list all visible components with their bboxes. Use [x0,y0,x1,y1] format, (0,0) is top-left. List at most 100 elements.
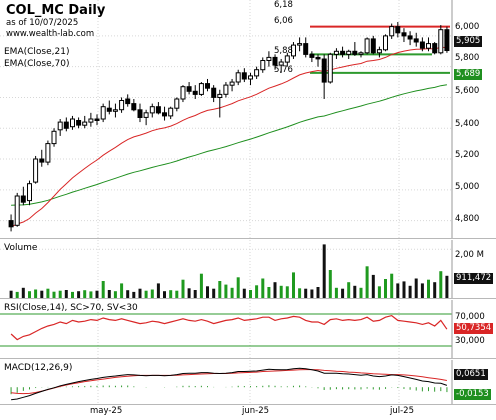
candle-body-50 [315,56,321,60]
volume-bar-66 [414,278,418,298]
volume-bar-44 [279,285,283,298]
macd-line [11,367,448,401]
rsi-line [10,314,448,341]
candle-body-67 [419,41,425,49]
candle-body-32 [205,83,210,89]
volume-bar-9 [64,290,68,298]
candle-body-5 [39,158,45,163]
volume-bar-69 [433,282,437,298]
candle-body-48 [303,43,309,55]
volume-bar-63 [396,283,400,298]
candle-body-61 [383,35,388,51]
candle-body-52 [327,53,333,83]
candle-body-21 [137,109,143,119]
candle-body-65 [407,35,413,40]
volume-bar-45 [285,286,289,298]
candle-body-51 [321,58,327,83]
volume-bar-6 [46,288,50,298]
candle-body-36 [229,81,235,86]
level-label-588: 5,88 [274,46,293,56]
volume-bar-36 [230,287,234,298]
level-label-576: 5,76 [274,65,293,75]
volume-bar-53 [334,287,338,298]
volume-bar-11 [77,291,81,298]
volume-bar-26 [169,290,173,298]
volume-bar-34 [218,281,222,298]
price-ytick-4800: 4,800 [455,214,480,224]
candle-body-53 [333,50,339,55]
candle-body-68 [426,43,431,49]
price-ytick-5800: 5,800 [455,53,480,63]
volume-bar-56 [353,285,357,298]
candle-body-3 [27,183,32,202]
volume-bar-55 [347,282,351,298]
candle-body-43 [272,56,278,66]
volume-bar-20 [132,291,136,298]
candle-body-20 [131,103,137,111]
volume-bar-60 [377,286,381,298]
candle-body-4 [33,158,39,183]
candle-body-19 [125,98,131,105]
candle-body-56 [352,50,358,55]
volume-bar-4 [34,289,38,298]
volume-bar-2 [21,287,25,298]
price-ytick-6000: 6,000 [455,22,480,32]
volume-bar-37 [236,277,240,298]
candle-body-40 [254,69,260,77]
candle-body-39 [248,75,253,80]
candle-body-64 [401,32,407,37]
candle-body-15 [100,106,106,120]
candle-body-60 [376,49,382,54]
candle-body-7 [51,130,57,145]
candle-body-17 [112,109,118,112]
candle-body-59 [370,38,376,54]
candle-body-69 [432,43,438,54]
candle-body-63 [395,26,401,34]
macd-plot [10,360,453,404]
volume-bar-54 [341,288,345,298]
candle-body-30 [192,90,198,95]
candle-body-12 [82,121,88,126]
price-ytick-5000: 5,000 [455,182,480,192]
candle-body-0 [8,220,14,228]
candle-body-35 [223,84,229,95]
candle-body-44 [278,61,284,66]
last-ema70-flag: 5,689 [454,69,483,80]
candle-body-6 [45,143,51,163]
level-label-618: 6,18 [274,0,293,10]
volume-bar-67 [420,283,424,298]
rsi-pane [0,300,496,359]
candle-body-9 [63,121,69,129]
volume-bar-51 [322,244,326,298]
legend-ema21: EMA(Close,21) [4,47,70,57]
volume-bar-43 [273,282,277,298]
volume-bar-29 [187,288,191,298]
volume-bar-50 [316,287,320,298]
volume-bar-21 [138,288,142,298]
volume-bar-19 [126,290,130,298]
ema21-line [10,46,447,228]
candle-body-8 [57,121,63,131]
volume-plot [0,240,453,298]
level-label-606: 6,06 [274,16,293,26]
candle-body-18 [119,100,125,111]
candle-body-28 [180,86,186,100]
price-ytick-5600: 5,600 [455,86,480,96]
volume-bar-39 [249,290,252,298]
volume-bar-32 [206,286,209,298]
volume-bar-23 [150,289,154,298]
ema70-line [11,84,447,206]
candle-body-46 [291,44,296,57]
chart-title: COL_MC Daily [6,3,106,18]
candle-body-57 [358,52,364,55]
last-close-flag: 5,905 [454,36,483,47]
volume-bar-48 [304,288,308,298]
volume-bar-30 [193,290,197,298]
volume-last-flag: 911,472 [454,273,494,284]
macd-signal-flag: -0,0153 [454,389,491,400]
volume-bar-38 [242,288,246,298]
xtick-jun: jun-25 [242,406,270,416]
volume-bar-28 [181,279,185,298]
rsi-plot [0,300,453,358]
macd-pane [0,360,496,405]
